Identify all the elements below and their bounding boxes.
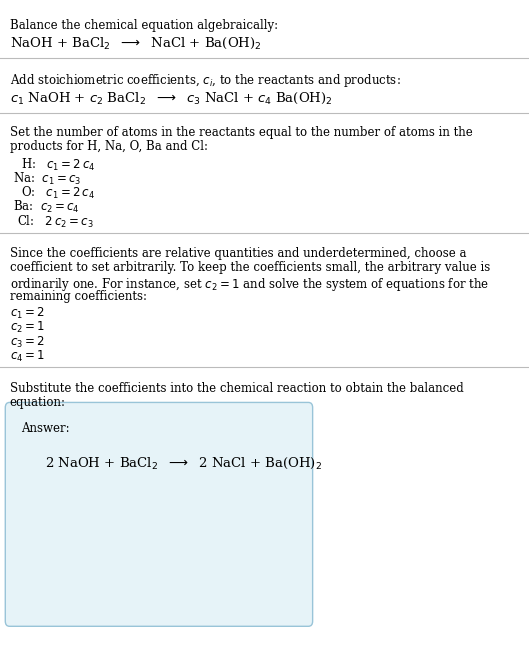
Text: Balance the chemical equation algebraically:: Balance the chemical equation algebraica… [10,19,278,32]
Text: Ba:  $c_2 = c_4$: Ba: $c_2 = c_4$ [13,199,80,215]
Text: remaining coefficients:: remaining coefficients: [10,290,147,303]
Text: Answer:: Answer: [21,422,70,435]
Text: Substitute the coefficients into the chemical reaction to obtain the balanced: Substitute the coefficients into the che… [10,382,463,395]
Text: NaOH + BaCl$_2$  $\longrightarrow$  NaCl + Ba(OH)$_2$: NaOH + BaCl$_2$ $\longrightarrow$ NaCl +… [10,36,261,50]
Text: H:   $c_1 = 2\,c_4$: H: $c_1 = 2\,c_4$ [21,157,96,173]
Text: Set the number of atoms in the reactants equal to the number of atoms in the: Set the number of atoms in the reactants… [10,126,472,138]
Text: $c_1 = 2$: $c_1 = 2$ [10,306,44,321]
Text: 2 NaOH + BaCl$_2$  $\longrightarrow$  2 NaCl + Ba(OH)$_2$: 2 NaOH + BaCl$_2$ $\longrightarrow$ 2 Na… [45,456,322,471]
Text: $c_3 = 2$: $c_3 = 2$ [10,334,44,349]
Text: Add stoichiometric coefficients, $c_i$, to the reactants and products:: Add stoichiometric coefficients, $c_i$, … [10,72,400,89]
Text: products for H, Na, O, Ba and Cl:: products for H, Na, O, Ba and Cl: [10,140,207,153]
Text: Cl:   $2\,c_2 = c_3$: Cl: $2\,c_2 = c_3$ [17,214,94,230]
Text: equation:: equation: [10,396,66,409]
Text: $c_4 = 1$: $c_4 = 1$ [10,349,44,364]
Text: Since the coefficients are relative quantities and underdetermined, choose a: Since the coefficients are relative quan… [10,247,466,260]
Text: coefficient to set arbitrarily. To keep the coefficients small, the arbitrary va: coefficient to set arbitrarily. To keep … [10,261,490,274]
Text: $c_1$ NaOH + $c_2$ BaCl$_2$  $\longrightarrow$  $c_3$ NaCl + $c_4$ Ba(OH)$_2$: $c_1$ NaOH + $c_2$ BaCl$_2$ $\longrighta… [10,91,332,105]
Text: ordinarily one. For instance, set $c_2 = 1$ and solve the system of equations fo: ordinarily one. For instance, set $c_2 =… [10,276,489,292]
FancyBboxPatch shape [5,402,313,626]
Text: Na:  $c_1 = c_3$: Na: $c_1 = c_3$ [13,171,81,187]
Text: O:   $c_1 = 2\,c_4$: O: $c_1 = 2\,c_4$ [21,185,95,201]
Text: $c_2 = 1$: $c_2 = 1$ [10,320,44,335]
